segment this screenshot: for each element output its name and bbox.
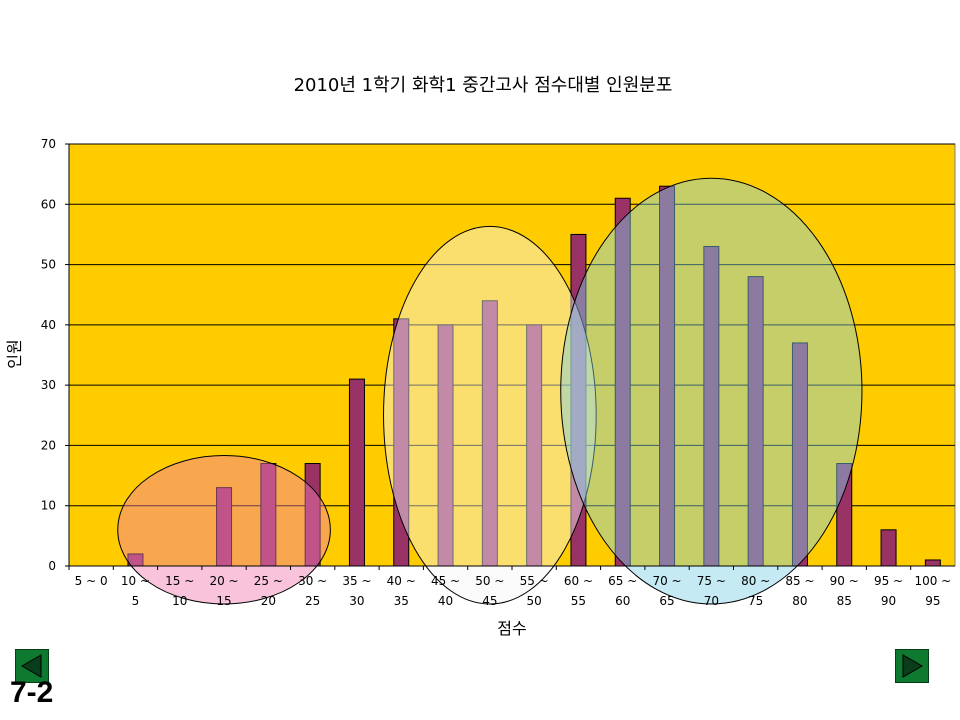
highlight-ellipses — [117, 177, 863, 605]
x-tick-label: 30 ~ — [298, 574, 327, 588]
x-tick-label: 75 — [748, 594, 763, 608]
right-triangle-icon — [902, 654, 923, 678]
x-tick-label: 75 ~ — [697, 574, 726, 588]
x-tick-label: 30 — [349, 594, 364, 608]
y-tick-label: 10 — [41, 499, 56, 513]
x-tick-labels: 5 ~ 0 10 ~ 5 15 ~ 10 20 ~ 15 25 ~ 20 30 ~ 25 35 ~ 30… — [68, 566, 951, 608]
x-tick-label: 65 — [659, 594, 674, 608]
x-tick-label: 15 ~ — [165, 574, 194, 588]
x-tick-label: 65 ~ — [608, 574, 637, 588]
next-slide-button[interactable] — [895, 649, 929, 683]
x-tick-label: 100 ~ — [914, 574, 951, 588]
x-tick-label: 85 ~ — [785, 574, 814, 588]
x-tick-label: 5 — [132, 594, 140, 608]
x-tick-label: 80 ~ — [741, 574, 770, 588]
y-tick-label: 70 — [41, 137, 56, 151]
y-tick-label: 30 — [41, 378, 56, 392]
x-tick-label: 80 — [792, 594, 807, 608]
x-tick-label: 15 — [216, 594, 231, 608]
x-tick-label: 55 — [571, 594, 586, 608]
chart-title: 2010년 1학기 화학1 중간고사 점수대별 인원분포 — [294, 75, 673, 96]
y-axis-label: 인원 — [5, 339, 24, 368]
bar — [880, 529, 897, 567]
bar — [924, 559, 941, 567]
x-tick-label: 60 — [615, 594, 630, 608]
y-tick-label: 40 — [41, 318, 56, 332]
y-tick-label: 0 — [48, 559, 56, 573]
x-tick-label: 90 — [881, 594, 896, 608]
x-tick-label: 20 — [261, 594, 276, 608]
x-tick-label: 40 ~ — [387, 574, 416, 588]
x-tick-label: 10 ~ — [121, 574, 150, 588]
x-tick-label: 70 ~ — [652, 574, 681, 588]
bars — [127, 185, 941, 567]
x-tick-label: 40 — [438, 594, 453, 608]
x-tick-label: 5 ~ 0 — [75, 574, 108, 588]
x-tick-label: 25 — [305, 594, 320, 608]
y-tick-labels: 0 10 20 30 40 50 60 70 — [41, 137, 56, 573]
x-tick-label: 50 ~ — [475, 574, 504, 588]
x-tick-label: 10 — [172, 594, 187, 608]
x-tick-label: 95 ~ — [874, 574, 903, 588]
x-axis-label: 점수 — [497, 619, 526, 638]
y-tick-label: 50 — [41, 258, 56, 272]
x-tick-label: 70 — [704, 594, 719, 608]
x-tick-label: 45 — [482, 594, 497, 608]
y-tick-label: 20 — [41, 438, 56, 452]
x-tick-label: 35 ~ — [342, 574, 371, 588]
highlight-ellipse-high — [560, 177, 863, 605]
x-tick-label: 85 — [837, 594, 852, 608]
left-triangle-icon — [21, 654, 42, 678]
highlight-ellipse-middle — [383, 225, 597, 605]
x-tick-label: 55 ~ — [520, 574, 549, 588]
slide-number: 7-2 — [10, 676, 54, 709]
x-tick-label: 45 ~ — [431, 574, 460, 588]
x-tick-label: 95 — [925, 594, 940, 608]
y-tick-label: 60 — [41, 197, 56, 211]
bar — [348, 378, 365, 567]
highlight-ellipse-low — [117, 455, 331, 605]
x-tick-label: 25 ~ — [254, 574, 283, 588]
x-tick-label: 60 ~ — [564, 574, 593, 588]
x-tick-label: 90 ~ — [830, 574, 859, 588]
previous-slide-button[interactable] — [15, 649, 49, 683]
x-tick-label: 35 — [394, 594, 409, 608]
x-tick-label: 20 ~ — [209, 574, 238, 588]
x-tick-label: 50 — [527, 594, 542, 608]
